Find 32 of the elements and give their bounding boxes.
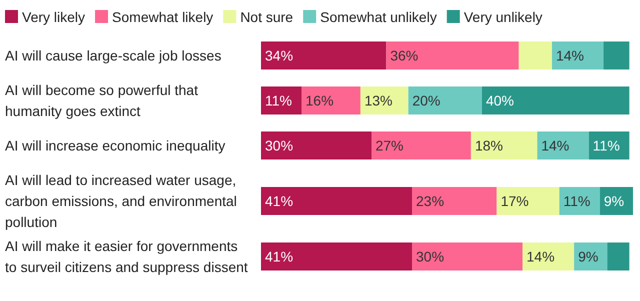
- data-label: 30%: [416, 248, 444, 264]
- legend-label: Somewhat likely: [112, 9, 214, 25]
- data-label: 41%: [265, 248, 294, 264]
- data-label: 9%: [604, 193, 624, 209]
- data-label: 13%: [364, 92, 392, 108]
- y-tick-label: AI will make it easier for governments to surveil citizens and suppress dissent: [5, 238, 248, 275]
- y-tick-label: AI will increase economic inequality: [5, 138, 226, 154]
- data-label: 14%: [556, 48, 584, 64]
- data-label: 34%: [265, 48, 294, 64]
- data-label: 41%: [265, 193, 294, 209]
- data-label: 14%: [541, 138, 570, 154]
- data-label: 36%: [390, 48, 418, 64]
- y-tick-label: AI will cause large-scale job losses: [5, 48, 222, 64]
- data-label: 27%: [375, 138, 404, 154]
- data-label: 11%: [592, 138, 620, 154]
- data-label: 18%: [474, 138, 503, 154]
- data-label: 40%: [486, 92, 514, 108]
- legend-label: Somewhat unlikely: [320, 9, 437, 25]
- data-label: 30%: [265, 138, 294, 154]
- legend-label: Very unlikely: [464, 9, 542, 25]
- data-label: 23%: [416, 193, 444, 209]
- data-label: 20%: [412, 92, 440, 108]
- data-label: 11%: [265, 92, 292, 108]
- y-tick-label: AI will lead to increased water usage, carbon emissions, and environmental pollution: [5, 172, 237, 230]
- data-label: 9%: [578, 248, 598, 264]
- data-label: 14%: [526, 248, 555, 264]
- legend-label: Not sure: [240, 9, 294, 25]
- data-label: 17%: [500, 193, 529, 209]
- data-label: 11%: [563, 193, 590, 209]
- legend-label: Very likely: [22, 9, 86, 25]
- y-tick-label: AI will become so powerful that humanity goes extinct: [5, 82, 198, 119]
- data-label: 16%: [306, 92, 334, 108]
